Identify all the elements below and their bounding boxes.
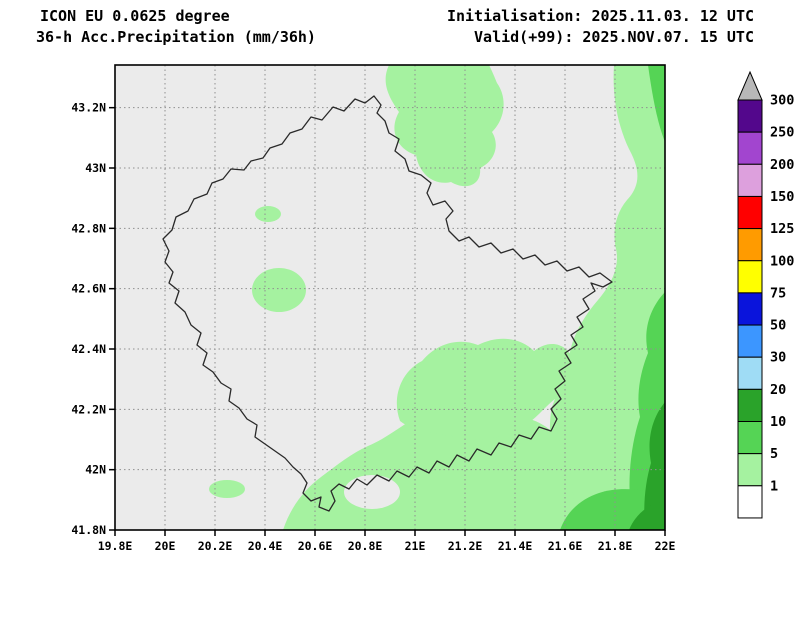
- legend-boundary-label: 5: [770, 446, 778, 462]
- precip-blob-small-3: [209, 480, 245, 498]
- colorbar-overflow-triangle: [737, 70, 763, 101]
- legend-cell: [737, 163, 763, 197]
- precip-blob-small-1: [255, 206, 281, 222]
- legend-boundary-label: 125: [770, 221, 794, 237]
- y-tick-label: 42.2N: [71, 402, 106, 416]
- y-tick-label: 42.4N: [71, 342, 106, 356]
- precip-area-light-center: [396, 338, 575, 440]
- legend-cell: [737, 388, 763, 423]
- legend-boundary-label: 100: [770, 253, 794, 269]
- y-tick-label: 41.8N: [71, 523, 106, 537]
- x-tick-label: 21.4E: [498, 539, 533, 553]
- legend-cell: [737, 131, 763, 165]
- legend-boundary-label: 200: [770, 157, 794, 173]
- legend-cell: [737, 260, 763, 294]
- legend-cell: [737, 485, 763, 519]
- legend-boundary-label: 300: [770, 93, 794, 109]
- map-frame: [114, 64, 666, 531]
- tick-layer: [109, 106, 666, 536]
- precip-blob-small-2: [252, 268, 306, 312]
- legend-cell: [737, 195, 763, 230]
- initialisation-time: Initialisation: 2025.11.03. 12 UTC: [446, 7, 754, 25]
- legend-boundary-label: 75: [770, 285, 786, 301]
- precip-area-dark-bottom: [629, 501, 665, 530]
- x-tick-label: 20E: [155, 539, 176, 553]
- precip-area-light-east: [549, 65, 665, 530]
- model-title: ICON EU 0.0625 degree: [40, 7, 230, 25]
- product-title: 36-h Acc.Precipitation (mm/36h): [36, 28, 316, 46]
- colorbar-scale: 300 250 200 150 125 100 75 50 30 20 10 5 1: [737, 70, 794, 519]
- legend-cell: [737, 228, 763, 262]
- legend-boundary-label: 150: [770, 189, 794, 205]
- precip-area-light-north: [385, 65, 504, 187]
- axis-label-layer: 19.8E 20E 20.2E 20.4E 20.6E 20.8E 21E 21.2E 21.4…: [71, 101, 675, 553]
- legend-boundary-label: 20: [770, 382, 786, 398]
- colorbar: 300 250 200 150 125 100 75 50 30 20 10 5 1: [737, 70, 800, 529]
- precip-area-dark-corner: [644, 402, 665, 530]
- dry-patch-south: [344, 475, 400, 509]
- x-tick-label: 21E: [405, 539, 426, 553]
- x-tick-label: 21.6E: [548, 539, 583, 553]
- legend-boundary-label: 10: [770, 414, 786, 430]
- x-tick-label: 20.4E: [248, 539, 283, 553]
- y-tick-label: 43N: [85, 161, 106, 175]
- legend-boundary-label: 250: [770, 125, 794, 141]
- precip-field-layer: [115, 65, 665, 530]
- x-tick-label: 19.8E: [98, 539, 133, 553]
- border-layer: [162, 95, 613, 512]
- y-tick-label: 43.2N: [71, 101, 106, 115]
- valid-time: Valid(+99): 2025.NOV.07. 15 UTC: [474, 28, 754, 46]
- x-tick-label: 20.8E: [348, 539, 383, 553]
- grid-layer: [115, 65, 665, 530]
- legend-cell: [737, 356, 763, 390]
- x-tick-label: 20.6E: [298, 539, 333, 553]
- legend-cell: [737, 324, 763, 358]
- legend-cell: [737, 421, 763, 455]
- x-tick-label: 21.8E: [598, 539, 633, 553]
- legend-boundary-label: 1: [770, 478, 778, 494]
- legend-cell: [737, 292, 763, 326]
- kosovo-border-outline: [162, 95, 613, 512]
- legend-cell: [737, 99, 763, 133]
- y-tick-label: 42.6N: [71, 282, 106, 296]
- x-tick-label: 20.2E: [198, 539, 233, 553]
- x-tick-label: 22E: [655, 539, 676, 553]
- precip-area-medium-topright: [648, 65, 665, 142]
- y-tick-label: 42.8N: [71, 221, 106, 235]
- legend-cell: [737, 453, 763, 487]
- legend-boundary-label: 30: [770, 350, 786, 366]
- y-tick-label: 42N: [85, 463, 106, 477]
- x-tick-label: 21.2E: [448, 539, 483, 553]
- legend-boundary-label: 50: [770, 318, 786, 334]
